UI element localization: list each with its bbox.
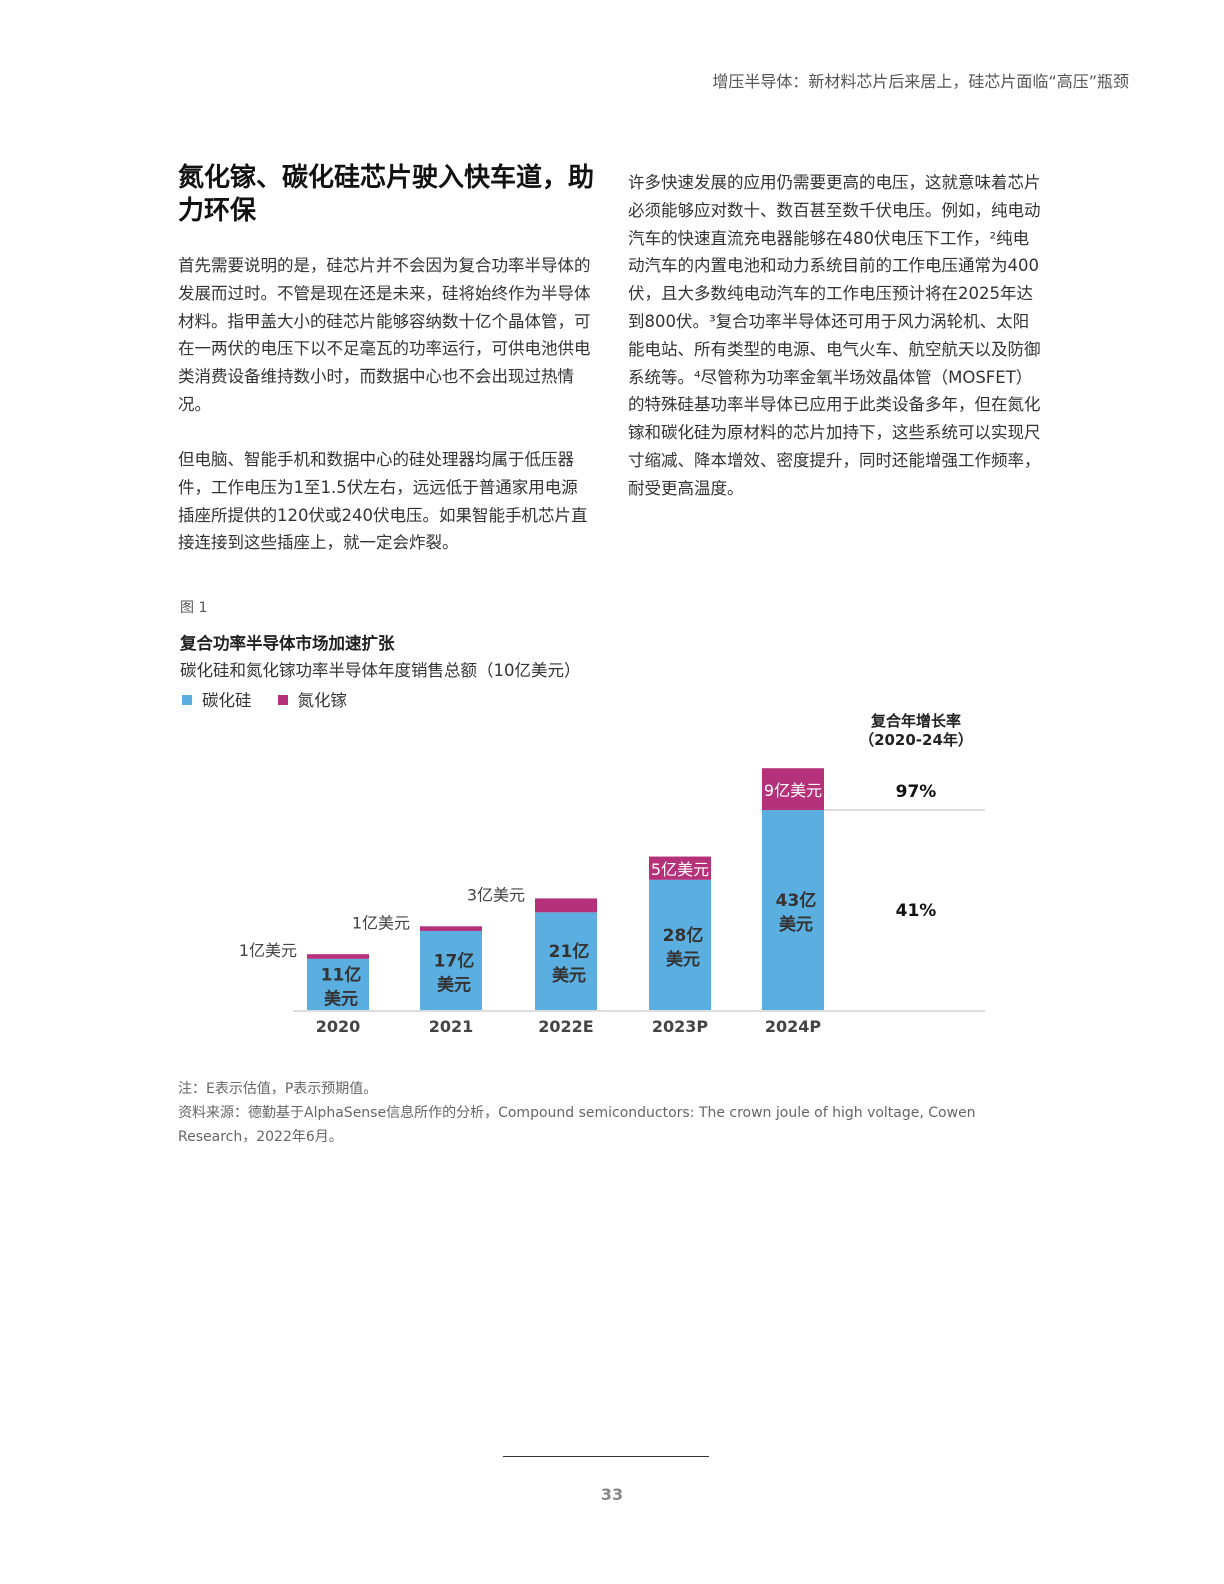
source: 资料来源：德勤基于AlphaSense信息所作的分析，Compound semi… (178, 1105, 976, 1145)
gan-value-label: 9亿美元 (764, 781, 822, 800)
legend-swatch (277, 695, 288, 705)
bar-gan (307, 954, 369, 959)
x-tick-label: 2020 (316, 1017, 361, 1036)
x-tick-label: 2021 (429, 1017, 474, 1036)
section-title: 氮化镓、碳化硅芯片驶入快车道，助力环保 (178, 163, 595, 226)
footer-rule (503, 1456, 709, 1457)
chart-title: 复合功率半导体市场加速扩张 (180, 634, 395, 653)
sic-unit-label: 美元 (779, 914, 813, 935)
legend-swatch (182, 695, 192, 705)
chart-notes: 注：E表示估值，P表示预期值。 资料来源：德勤基于AlphaSense信息所作的… (178, 1077, 1008, 1149)
gan-value-label: 3亿美元 (467, 885, 525, 904)
bar-sic (762, 810, 824, 1010)
sic-value-label: 21亿 (549, 941, 590, 962)
cagr-gan-value: 97% (896, 782, 937, 802)
sic-unit-label: 美元 (666, 949, 700, 970)
legend-label: 碳化硅 (202, 691, 252, 710)
cagr-sic-value: 41% (896, 901, 937, 921)
x-tick-label: 2024P (765, 1017, 822, 1036)
sic-unit-label: 美元 (324, 988, 358, 1009)
bar-sic (649, 879, 711, 1010)
bar-gan (420, 926, 482, 931)
note: 注：E表示估值，P表示预期值。 (178, 1081, 378, 1097)
x-tick-label: 2023P (652, 1017, 709, 1036)
paragraph: 但电脑、智能手机和数据中心的硅处理器均属于低压器件，工作电压为1至1.5伏左右，… (178, 450, 588, 553)
cagr-period: （2020-24年） (859, 731, 973, 749)
sic-value-label: 11亿 (321, 964, 362, 985)
bar-gan (535, 898, 597, 913)
gan-value-label: 1亿美元 (352, 913, 410, 932)
bar-gan (762, 768, 824, 811)
sic-unit-label: 美元 (437, 974, 471, 995)
gan-value-label: 5亿美元 (651, 860, 709, 879)
bar-sic (420, 930, 482, 1010)
running-header: 增压半导体：新材料芯片后来居上，硅芯片面临“高压”瓶颈 (712, 72, 1129, 91)
paragraph: 首先需要说明的是，硅芯片并不会因为复合功率半导体的发展而过时。不管是现在还是未来… (178, 256, 591, 414)
legend-item-gan: 氮化镓 (277, 687, 348, 711)
legend-label: 氮化镓 (297, 691, 348, 710)
sic-value-label: 43亿 (776, 890, 817, 911)
chart-subtitle: 碳化硅和氮化镓功率半导体年度销售总额（10亿美元） (180, 661, 581, 680)
bar-chart: 202011亿美元1亿美元202117亿美元1亿美元2022E21亿美元3亿美元… (239, 712, 985, 1036)
sic-value-label: 28亿 (663, 925, 704, 946)
x-tick-label: 2022E (538, 1017, 593, 1036)
bar-gan (649, 856, 711, 880)
sic-value-label: 17亿 (434, 950, 475, 971)
legend-item-sic: 碳化硅 (182, 687, 252, 711)
gan-value-label: 1亿美元 (239, 941, 297, 960)
bar-sic (307, 958, 369, 1010)
chart-legend: 碳化硅 氮化镓 (182, 687, 347, 711)
page-number: 33 (600, 1485, 624, 1504)
bar-sic (535, 912, 597, 1010)
cagr-title: 复合年增长率 (870, 712, 961, 730)
figure-label: 图 1 (180, 600, 208, 616)
paragraph: 许多快速发展的应用仍需要更高的电压，这就意味着芯片必须能够应对数十、数百甚至数千… (628, 173, 1041, 498)
sic-unit-label: 美元 (552, 965, 586, 986)
